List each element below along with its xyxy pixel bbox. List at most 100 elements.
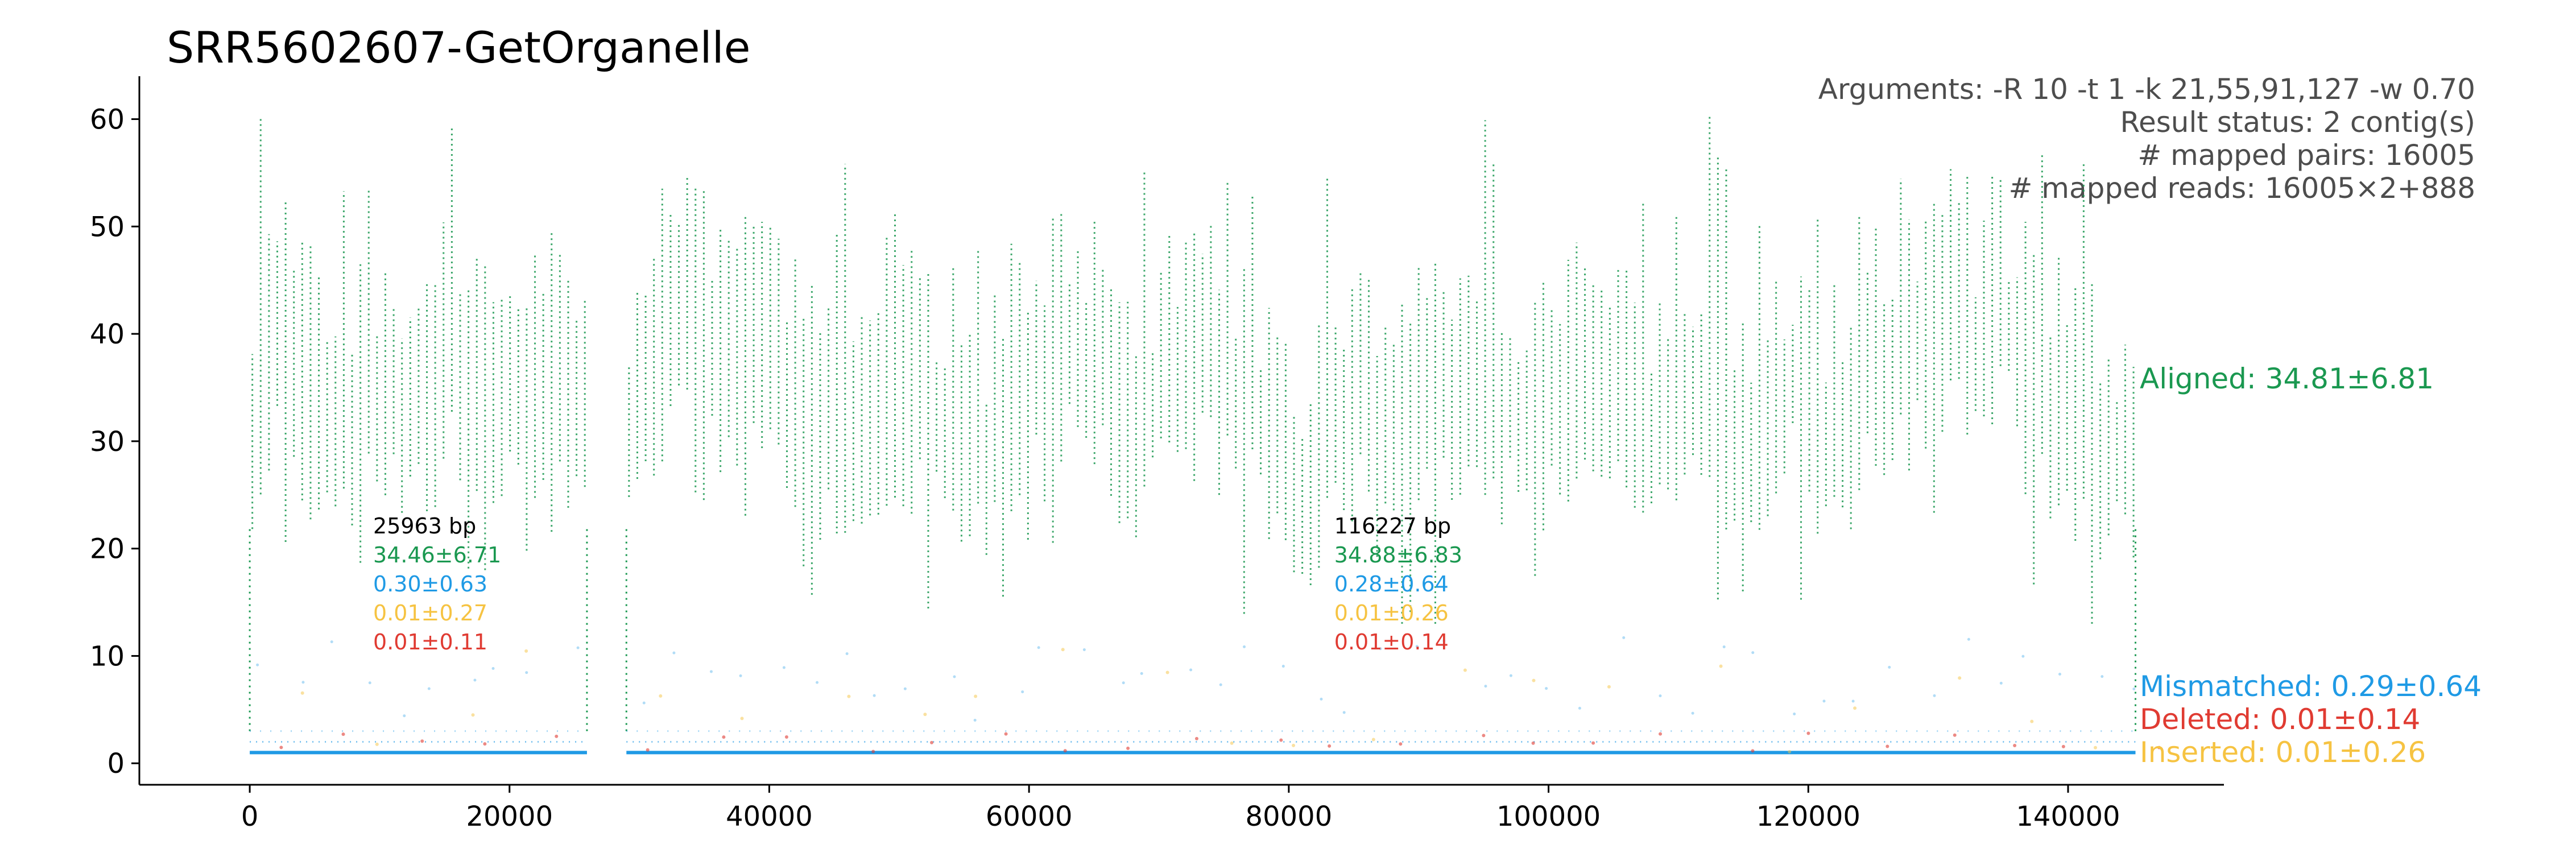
info-mapped-pairs: # mapped pairs: 16005 bbox=[2137, 139, 2475, 172]
mismatched-point bbox=[525, 671, 528, 674]
deleted-point bbox=[341, 732, 345, 736]
inserted-point bbox=[2094, 746, 2098, 750]
inserted-point bbox=[2030, 719, 2034, 723]
info-arguments: Arguments: -R 10 -t 1 -k 21,55,91,127 -w… bbox=[1818, 73, 2475, 106]
mismatched-point bbox=[1888, 665, 1891, 669]
mismatched-point bbox=[1140, 672, 1143, 675]
contig-labels: 25963 bp 34.46±6.71 0.30±0.63 0.01±0.27 0.01… bbox=[373, 514, 1462, 655]
mismatched-point bbox=[1933, 694, 1936, 697]
y-tick-label: 20 bbox=[90, 533, 125, 565]
mismatched-point bbox=[1578, 706, 1581, 710]
mismatched-point bbox=[1122, 681, 1125, 685]
axes: 0 20000 40000 60000 80000 100000 120000 140000 … bbox=[90, 76, 2224, 833]
mismatched-point bbox=[782, 666, 785, 669]
x-tick-label: 20000 bbox=[466, 801, 553, 833]
y-ticks: 0 10 20 30 40 50 60 bbox=[90, 104, 139, 780]
mismatched-point bbox=[2132, 687, 2136, 690]
inserted-point bbox=[1532, 678, 1536, 682]
aligned-coverage-series bbox=[249, 117, 2136, 731]
mismatched-point bbox=[256, 663, 259, 666]
mismatched-point bbox=[1415, 645, 1419, 648]
inserted-point bbox=[1463, 668, 1467, 672]
info-result-status: Result status: 2 contig(s) bbox=[2120, 106, 2475, 139]
inserted-point bbox=[524, 649, 528, 653]
mismatched-point bbox=[710, 670, 713, 673]
inserted-point bbox=[1230, 741, 1234, 745]
deleted-point bbox=[930, 740, 934, 744]
mismatched-point bbox=[1342, 711, 1346, 714]
mismatched-point bbox=[1243, 645, 1246, 648]
mismatched-point bbox=[953, 675, 956, 678]
x-tick-label: 80000 bbox=[1246, 801, 1333, 833]
deleted-point bbox=[1399, 742, 1403, 746]
legend-inserted: Inserted: 0.01±0.26 bbox=[2140, 736, 2426, 769]
plot-area bbox=[249, 117, 2161, 755]
deleted-point bbox=[2013, 744, 2017, 748]
mismatched-point bbox=[368, 681, 371, 685]
contig-2-inserted-label: 0.01±0.26 bbox=[1334, 601, 1449, 626]
y-tick-label: 40 bbox=[90, 318, 125, 350]
mismatched-point bbox=[1189, 668, 1193, 672]
inserted-point bbox=[1958, 676, 1962, 680]
deleted-point bbox=[1806, 731, 1810, 735]
deleted-point bbox=[279, 746, 283, 750]
x-tick-label: 40000 bbox=[726, 801, 813, 833]
mismatched-point bbox=[1622, 636, 1626, 639]
deleted-point bbox=[1482, 734, 1486, 738]
mismatched-point bbox=[2021, 655, 2025, 658]
deleted-point bbox=[420, 739, 424, 743]
chart-title: SRR5602607-GetOrganelle bbox=[167, 22, 750, 73]
mismatched-point bbox=[2101, 675, 2104, 678]
y-tick-label: 30 bbox=[90, 426, 125, 458]
x-ticks: 0 20000 40000 60000 80000 100000 120000 140000 bbox=[241, 785, 2120, 833]
inserted-point bbox=[659, 694, 663, 698]
mismatched-point bbox=[1851, 699, 1855, 703]
legend-deleted: Deleted: 0.01±0.14 bbox=[2140, 703, 2420, 736]
contig-1-deleted-label: 0.01±0.11 bbox=[373, 630, 487, 655]
mismatched-point bbox=[1793, 712, 1796, 715]
y-tick-label: 10 bbox=[90, 640, 125, 672]
mismatched-point bbox=[1219, 683, 1222, 686]
mismatched-point bbox=[2058, 672, 2061, 676]
mismatched-point bbox=[330, 640, 333, 644]
deleted-point bbox=[1886, 744, 1889, 748]
inserted-point bbox=[1371, 738, 1375, 742]
mismatched-point bbox=[672, 651, 676, 655]
mismatched-point bbox=[873, 694, 876, 697]
deleted-point bbox=[1531, 741, 1535, 745]
deleted-point bbox=[1328, 744, 1332, 748]
inserted-point bbox=[300, 691, 304, 695]
mismatched-point bbox=[1967, 637, 1970, 641]
mismatched-point bbox=[1037, 646, 1040, 649]
mismatched-point bbox=[1659, 694, 1662, 698]
x-tick-label: 0 bbox=[241, 801, 259, 833]
y-tick-label: 50 bbox=[90, 211, 125, 243]
inserted-point bbox=[1788, 750, 1792, 753]
x-tick-label: 120000 bbox=[1756, 801, 1860, 833]
legend-mismatched: Mismatched: 0.29±0.64 bbox=[2140, 670, 2482, 703]
mismatched-point bbox=[1442, 639, 1446, 643]
mismatched-point bbox=[845, 652, 849, 656]
x-tick-label: 60000 bbox=[986, 801, 1073, 833]
mismatched-point bbox=[973, 718, 977, 722]
mismatched-point bbox=[1822, 699, 1826, 703]
mismatched-point bbox=[1751, 651, 1755, 655]
contig-1-mismatched-label: 0.30±0.63 bbox=[373, 572, 487, 597]
deleted-point bbox=[1063, 749, 1067, 753]
contig-2-mismatched-label: 0.28±0.64 bbox=[1334, 572, 1449, 597]
deleted-point bbox=[1126, 746, 1130, 750]
deleted-point bbox=[555, 734, 559, 738]
contig-1-aligned-label: 34.46±6.71 bbox=[373, 543, 501, 568]
y-tick-label: 60 bbox=[90, 104, 125, 136]
inserted-point bbox=[1853, 706, 1857, 710]
mismatched-point bbox=[1722, 645, 1726, 648]
mismatched-point bbox=[816, 681, 819, 684]
inserted-point bbox=[1719, 664, 1723, 668]
mismatched-point bbox=[903, 687, 907, 690]
error-coverage-series bbox=[250, 636, 2161, 755]
deleted-point bbox=[483, 742, 487, 746]
deleted-point bbox=[2157, 746, 2161, 750]
inserted-point bbox=[1165, 670, 1169, 674]
mismatched-point bbox=[1379, 647, 1382, 651]
